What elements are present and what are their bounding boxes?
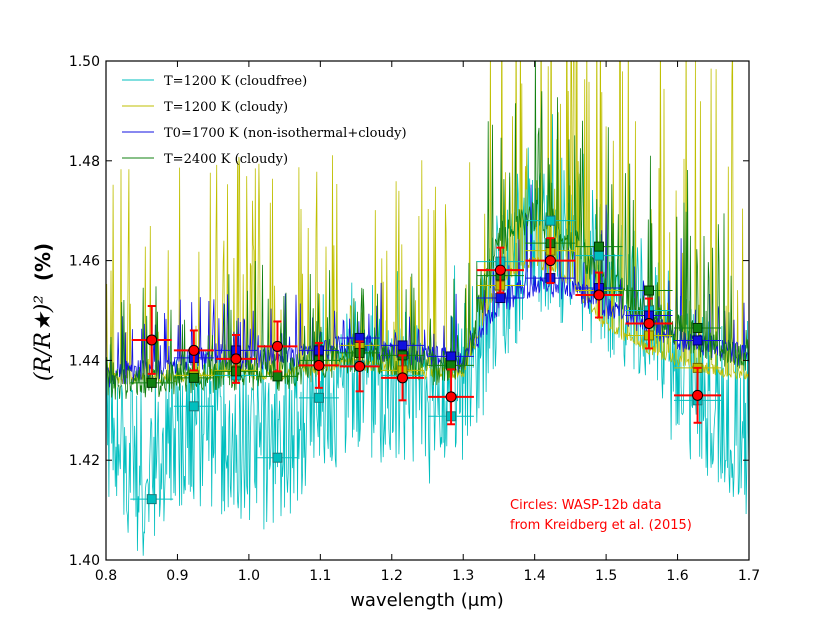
y-tick-label-1: 1.42 (69, 453, 100, 469)
obs-marker-11 (643, 317, 655, 329)
obs-marker-2 (230, 353, 242, 365)
plot-frame (105, 60, 750, 561)
annotation-line-2: from Kreidberg et al. (2015) (510, 518, 692, 533)
series-line-3 (106, 61, 749, 400)
y-axis-label: (R/R★)² (%) (31, 243, 56, 381)
y-axis-label-main: (R/R★)² (31, 295, 56, 381)
legend: T=1200 K (cloudfree) T=1200 K (cloudy) T… (122, 74, 407, 167)
obs-marker-0 (146, 334, 158, 346)
y-tick-label-2: 1.44 (69, 353, 100, 369)
axis-ticks: 0.8 0.9 1.0 1.1 1.2 1.3 1.4 1.5 1.6 1.7 1.40 1.42 1.… (69, 54, 760, 584)
model-marker-3-12 (692, 322, 703, 333)
x-tick-label-4: 1.2 (381, 568, 403, 584)
model-marker-2-4 (397, 340, 408, 351)
x-tick-label-1: 0.9 (166, 568, 188, 584)
legend-label-cloudy-1200: T=1200 K (cloudy) (164, 100, 288, 115)
y-tick-label-3: 1.46 (69, 254, 100, 270)
model-marker-3-0 (146, 377, 157, 388)
model-marker-0-0 (146, 494, 157, 505)
series-line-2 (106, 184, 749, 388)
obs-marker-3 (271, 340, 283, 352)
x-tick-label-3: 1.1 (309, 568, 331, 584)
model-marker-3-11 (643, 285, 654, 296)
model-marker-3-1 (188, 372, 199, 383)
obs-marker-1 (188, 344, 200, 356)
y-tick-label-4: 1.48 (69, 154, 100, 170)
model-marker-0-4 (313, 392, 324, 403)
legend-label-cloudy-2400: T=2400 K (cloudy) (164, 152, 288, 167)
x-axis-label: wavelength (μm) (350, 590, 504, 611)
annotation-line-1: Circles: WASP-12b data (510, 498, 662, 513)
obs-marker-5 (354, 360, 366, 372)
model-marker-3-3 (272, 371, 283, 382)
obs-marker-6 (396, 372, 408, 384)
model-marker-0-1 (188, 401, 199, 412)
data-points (130, 215, 722, 505)
model-marker-0-10 (593, 250, 604, 261)
obs-marker-9 (544, 255, 556, 267)
model-marker-0-3 (272, 452, 283, 463)
model-marker-3-10 (593, 241, 604, 252)
y-axis-label-unit: (%) (31, 243, 55, 281)
model-marker-2-10 (692, 335, 703, 346)
obs-marker-4 (313, 359, 325, 371)
x-tick-label-8: 1.6 (666, 568, 688, 584)
obs-marker-8 (494, 264, 506, 276)
x-tick-label-5: 1.3 (452, 568, 474, 584)
model-marker-2-6 (495, 293, 506, 304)
x-tick-label-0: 0.8 (95, 568, 117, 584)
legend-label-cloudfree: T=1200 K (cloudfree) (164, 74, 307, 89)
series-line-0 (106, 114, 749, 556)
legend-label-nonisothermal: T0=1700 K (non-isothermal+cloudy) (164, 126, 407, 141)
y-tick-label-5: 1.50 (69, 54, 100, 70)
obs-marker-12 (692, 389, 704, 401)
x-tick-label-6: 1.4 (524, 568, 546, 584)
x-tick-label-9: 1.7 (738, 568, 760, 584)
model-marker-0-9 (545, 215, 556, 226)
obs-marker-10 (593, 289, 605, 301)
x-tick-label-7: 1.5 (595, 568, 617, 584)
obs-marker-7 (445, 391, 457, 403)
y-tick-label-0: 1.40 (69, 553, 100, 569)
x-tick-label-2: 1.0 (238, 568, 260, 584)
model-marker-2-5 (446, 351, 457, 362)
svg-text:(R/R★)² (%): (R/R★)² (%) (31, 243, 56, 381)
